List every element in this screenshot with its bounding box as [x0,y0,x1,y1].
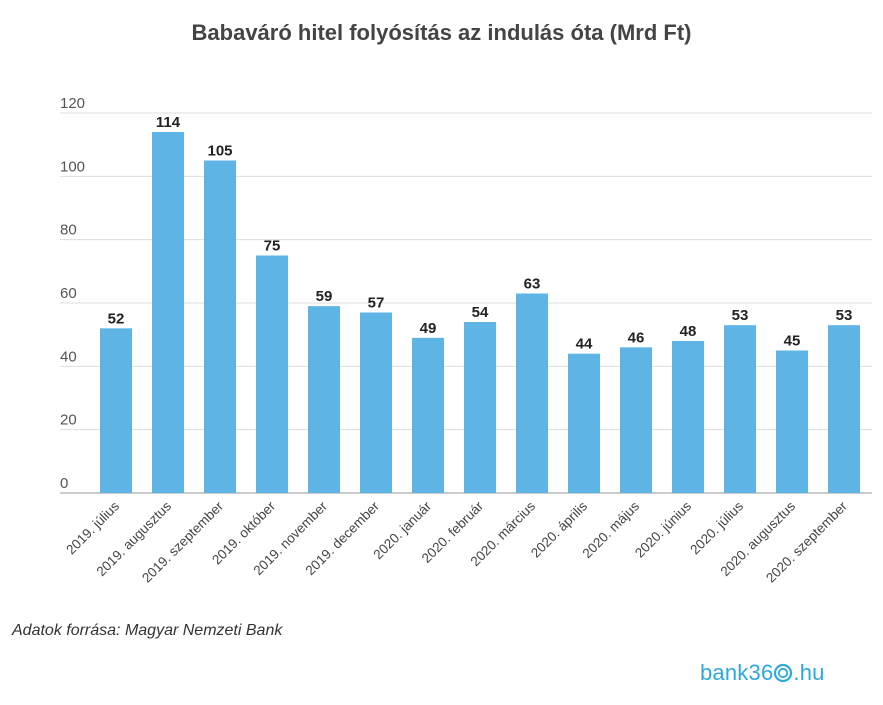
chart-title: Babaváró hitel folyósítás az indulás óta… [191,20,692,45]
y-tick-label: 0 [60,475,68,492]
bar [776,350,808,493]
data-label: 54 [472,304,489,321]
data-label: 44 [576,336,593,353]
data-label: 63 [524,276,541,293]
data-label: 52 [108,310,125,327]
bar [308,306,340,493]
bar [256,255,288,493]
y-tick-label: 80 [60,222,77,239]
y-tick-label: 40 [60,348,77,365]
data-label: 48 [680,323,697,340]
bar [568,353,600,493]
logo-zero-icon [774,663,793,683]
data-label: 114 [156,114,181,131]
data-label: 59 [316,288,333,305]
data-label: 105 [207,143,232,160]
bar [100,328,132,493]
bar [204,160,236,493]
bar [152,132,184,493]
data-source-note: Adatok forrása: Magyar Nemzeti Bank [12,622,283,639]
data-label: 75 [264,238,281,255]
data-label: 46 [628,329,645,346]
bar [360,312,392,493]
data-label: 53 [732,307,749,324]
y-axis-ticks: 0 20 40 60 80 100 120 [60,95,85,492]
data-labels: 52 114 105 75 59 57 49 54 63 44 46 48 53 45 53 [108,114,853,353]
bank360-logo: bank36 .hu [700,660,825,686]
logo-text-left: bank36 [700,660,774,685]
y-tick-label: 20 [60,412,77,429]
y-tick-label: 60 [60,285,77,302]
y-tick-label: 100 [60,158,85,175]
data-label: 57 [368,295,385,312]
y-tick-label: 120 [60,95,85,112]
bar [672,341,704,493]
data-label: 45 [784,333,801,350]
bar [516,293,548,493]
bar [828,325,860,493]
data-label: 53 [836,307,853,324]
x-tick-label: 2020. június [632,498,694,560]
bar [724,325,756,493]
bar [620,347,652,493]
bars [100,132,860,493]
data-label: 49 [420,320,437,337]
bar [464,322,496,493]
logo-text-right: .hu [793,660,825,685]
bar [412,337,444,493]
